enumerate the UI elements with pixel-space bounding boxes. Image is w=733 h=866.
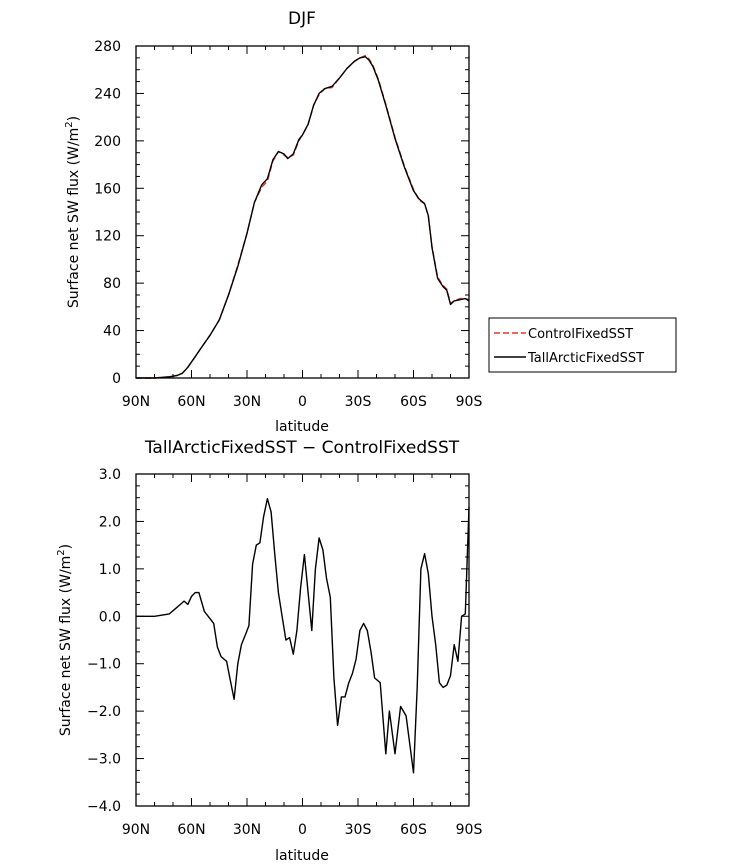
bottom-y-tick-label: 3.0	[99, 467, 121, 483]
bottom-y-label-close: )	[58, 544, 74, 549]
top-x-tick-label: 0	[298, 394, 307, 410]
top-x-tick-label: 30N	[233, 394, 261, 410]
top-y-tick-label: 80	[103, 276, 121, 292]
top-y-label-close: )	[66, 116, 82, 121]
top-y-tick-label: 280	[94, 39, 121, 55]
top-y-tick-label: 40	[103, 324, 121, 340]
bottom-x-tick-label: 30S	[345, 822, 372, 838]
bottom-x-tick-label: 90N	[122, 822, 150, 838]
bottom-y-tick-label: −3.0	[87, 752, 121, 768]
top-chart-panel: DJF 90N 60N 30N 0 30S 60S 90S 0 40 80 120 160 200 240…	[64, 9, 677, 435]
top-chart-ticks: 90N 60N 30N 0 30S 60S 90S 0 40 80 120 160 200 240 280	[94, 39, 482, 410]
bottom-y-tick-label: −4.0	[87, 799, 121, 815]
top-chart-x-axis-label: latitude	[275, 419, 329, 435]
top-x-tick-label: 90S	[456, 394, 483, 410]
bottom-series-line-difference	[136, 498, 470, 774]
legend-box	[488, 317, 677, 373]
bottom-chart-plot-frame	[135, 473, 470, 807]
top-chart-series	[136, 54, 470, 379]
top-y-label-sup: 2	[64, 121, 75, 127]
bottom-y-tick-label: 1.0	[99, 562, 121, 578]
top-chart-plot-frame	[135, 45, 470, 379]
legend-label-tallarctic: TallArcticFixedSST	[527, 351, 644, 366]
bottom-x-tick-label: 30N	[233, 822, 261, 838]
bottom-chart-ticks: 90N 60N 30N 0 30S 60S 90S −4.0 −3.0 −2.0 −1.0 0.0 1.…	[87, 467, 482, 838]
top-series-line-controlfixedsst	[136, 54, 470, 379]
top-y-tick-label: 240	[94, 86, 121, 102]
top-x-tick-label: 90N	[122, 394, 150, 410]
top-x-tick-label: 30S	[345, 394, 372, 410]
bottom-y-tick-label: −2.0	[87, 704, 121, 720]
top-y-tick-label: 200	[94, 134, 121, 150]
bottom-chart-y-axis-label: Surface net SW flux (W/m2)	[56, 544, 74, 736]
bottom-x-tick-label: 0	[298, 822, 307, 838]
bottom-y-label-sup: 2	[56, 549, 67, 555]
top-series-line-tallarcticfixedsst	[136, 56, 470, 379]
top-chart-y-axis-label: Surface net SW flux (W/m2)	[64, 116, 82, 308]
top-y-tick-label: 120	[94, 229, 121, 245]
bottom-x-tick-label: 60N	[177, 822, 205, 838]
top-x-tick-label: 60N	[177, 394, 205, 410]
bottom-chart-panel: TallArcticFixedSST − ControlFixedSST 90N…	[56, 438, 482, 864]
top-chart-title: DJF	[288, 9, 316, 29]
bottom-y-label-main: Surface net SW flux (W/m	[58, 556, 74, 736]
top-y-tick-label: 160	[94, 181, 121, 197]
legend-label-control: ControlFixedSST	[528, 327, 633, 342]
bottom-y-tick-label: 2.0	[99, 514, 121, 530]
bottom-y-tick-label: −1.0	[87, 657, 121, 673]
bottom-chart-series	[136, 498, 470, 774]
bottom-x-tick-label: 90S	[456, 822, 483, 838]
top-y-tick-label: 0	[112, 371, 121, 387]
bottom-chart-x-axis-label: latitude	[275, 848, 329, 864]
top-chart-legend: ControlFixedSST TallArcticFixedSST	[488, 317, 677, 373]
bottom-x-tick-label: 60S	[400, 822, 427, 838]
top-x-tick-label: 60S	[400, 394, 427, 410]
bottom-chart-title: TallArcticFixedSST − ControlFixedSST	[144, 438, 460, 458]
top-y-label-main: Surface net SW flux (W/m	[66, 128, 82, 308]
bottom-y-tick-label: 0.0	[99, 609, 121, 625]
